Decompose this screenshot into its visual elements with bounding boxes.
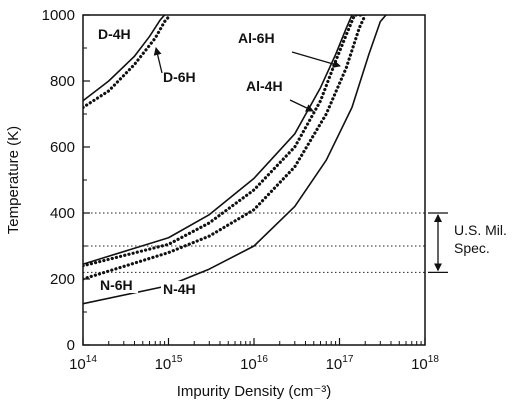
x-tick-label: 1018 [411,354,439,373]
series-label-n-6h: N-6H [100,277,133,293]
x-axis-label: Impurity Density (cm⁻³) [177,383,332,400]
spec-label-line2: Spec. [454,240,490,256]
y-axis-label: Temperature (K) [5,126,22,234]
series-label-al-6h: Al-6H [238,30,275,46]
series-label-bg-n-4h [161,281,201,297]
x-tick-label: 1014 [69,354,97,373]
series-label-al-4h: Al-4H [246,78,283,94]
series-al-4h-curve [83,15,363,268]
y-tick-label: 0 [67,337,75,354]
y-tick-label: 800 [50,73,75,90]
series-curves [83,15,387,305]
series-label-bg-al-6h [236,30,286,46]
spec-label-line1: U.S. Mil. [454,222,507,238]
x-tick-label: 1017 [326,354,354,373]
y-tick-label: 1000 [42,7,75,24]
series-label-bg-d-6h [161,69,201,85]
y-axis-ticks: 0 200 400 600 800 1000 [42,7,90,354]
x-axis-ticks: 1014 1015 1016 1017 1018 [69,338,439,373]
series-arrow-al-6h [291,51,341,68]
series-n-6h-curve [83,15,367,281]
series-n-4h-curve [83,15,387,305]
series-labels: D-4H D-6H Al-6H Al-4H N-6H N-4H [96,26,341,297]
series-d-6h-curve [83,15,172,109]
series-label-bg-d-4h [96,26,136,42]
series-label-n-4h: N-4H [163,281,196,297]
x-tick-label: 1016 [240,354,268,373]
series-label-d-6h: D-6H [163,69,196,85]
series-label-bg-n-6h [98,277,138,293]
series-label-d-4h: D-4H [98,26,131,42]
y-tick-label: 600 [50,139,75,156]
y-tick-label: 400 [50,205,75,222]
series-arrow-al-4h [289,99,314,112]
series-label-bg-al-4h [244,78,294,94]
reference-lines [83,212,425,273]
series-d-4h-curve [83,15,166,102]
y-tick-label: 200 [50,271,75,288]
mil-spec-annotation: U.S. Mil. Spec. [428,212,507,274]
series-arrow-d-6h [153,47,163,74]
x-tick-label: 1015 [155,354,183,373]
